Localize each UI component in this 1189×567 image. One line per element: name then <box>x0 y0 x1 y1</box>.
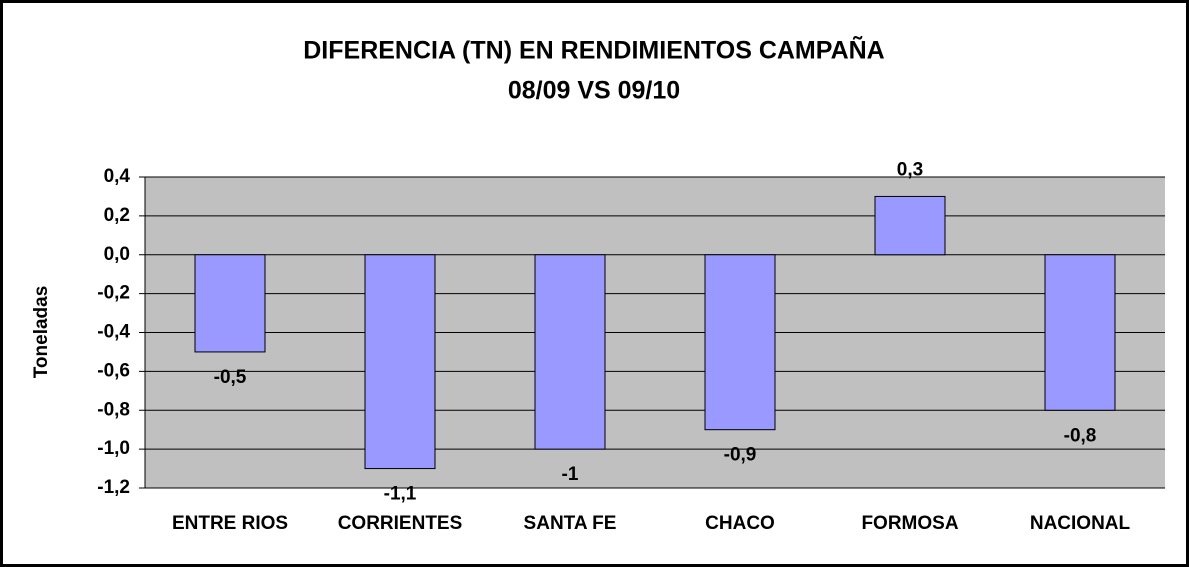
data-label: -0,5 <box>214 367 247 388</box>
y-tick-label: -0,4 <box>97 322 130 343</box>
x-tick-label: ENTRE RIOS <box>172 513 288 534</box>
data-label: -0,9 <box>724 445 757 466</box>
data-label: -0,8 <box>1064 425 1097 446</box>
x-tick-label: CORRIENTES <box>338 513 463 534</box>
y-tick-label: -0,8 <box>97 399 130 420</box>
chart-title: DIFERENCIA (TN) EN RENDIMIENTOS CAMPAÑA <box>303 35 884 65</box>
y-tick-label: 0,0 <box>104 244 130 265</box>
x-tick-label: NACIONAL <box>1030 513 1131 534</box>
data-label: -1,1 <box>384 484 417 505</box>
bar <box>704 254 776 431</box>
bar <box>194 254 266 353</box>
chart-title: 08/09 VS 09/10 <box>508 77 680 105</box>
y-tick-label: -1,0 <box>97 438 130 459</box>
data-label: -1 <box>562 464 579 485</box>
y-axis-label: Toneladas <box>31 286 52 379</box>
y-tick-label: 0,4 <box>104 166 131 187</box>
y-tick-label: -0,6 <box>97 360 130 381</box>
data-label: 0,3 <box>897 159 923 180</box>
x-tick-label: FORMOSA <box>861 513 958 534</box>
bar <box>364 254 436 470</box>
y-tick-label: 0,2 <box>104 205 130 226</box>
bar <box>874 195 946 256</box>
bar <box>534 254 606 450</box>
x-tick-label: SANTA FE <box>524 513 617 534</box>
bar <box>1044 254 1116 411</box>
y-tick-label: -0,2 <box>97 283 130 304</box>
y-tick-label: -1,2 <box>97 477 130 498</box>
x-tick-label: CHACO <box>705 513 775 534</box>
